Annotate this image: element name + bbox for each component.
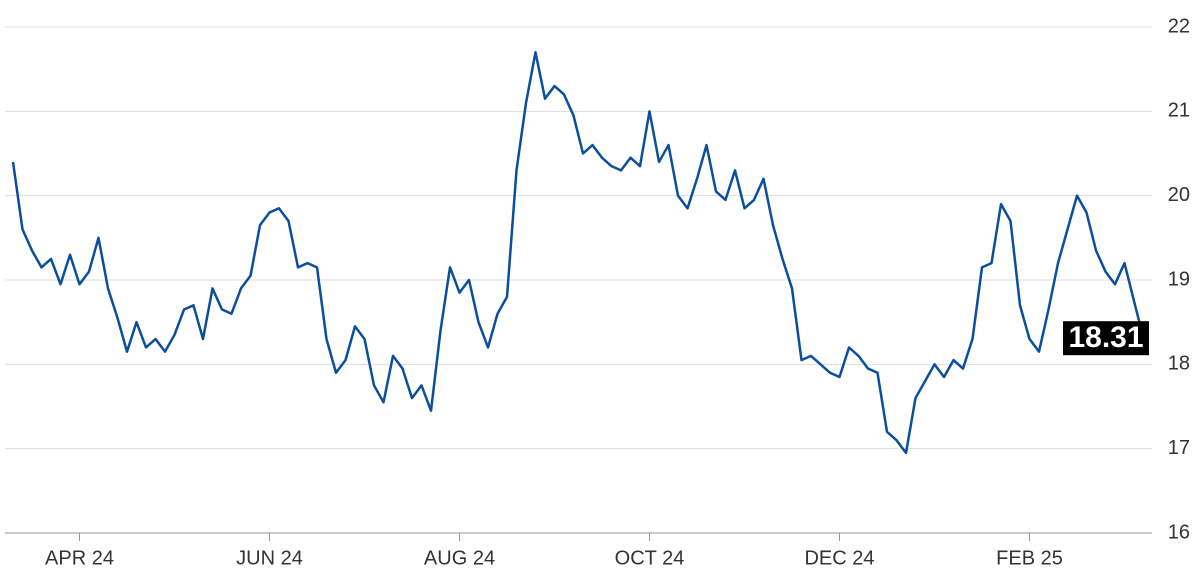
- y-tick-label: 16: [1168, 521, 1190, 543]
- y-tick-label: 19: [1168, 268, 1190, 290]
- y-tick-label: 17: [1168, 437, 1190, 459]
- x-tick-label: JUN 24: [236, 547, 303, 569]
- y-tick-label: 18: [1168, 353, 1190, 375]
- x-tick-label: OCT 24: [615, 547, 685, 569]
- x-tick-label: APR 24: [45, 547, 114, 569]
- x-tick-label: AUG 24: [424, 547, 495, 569]
- price-line: [11, 51, 1145, 455]
- y-tick-label: 21: [1168, 100, 1190, 122]
- y-tick-label: 22: [1168, 15, 1190, 37]
- y-tick-label: 20: [1168, 184, 1190, 206]
- x-tick-label: DEC 24: [804, 547, 874, 569]
- last-value-box: [1063, 321, 1149, 356]
- last-value-label: 18.31: [1068, 321, 1143, 354]
- x-tick-label: FEB 25: [996, 547, 1063, 569]
